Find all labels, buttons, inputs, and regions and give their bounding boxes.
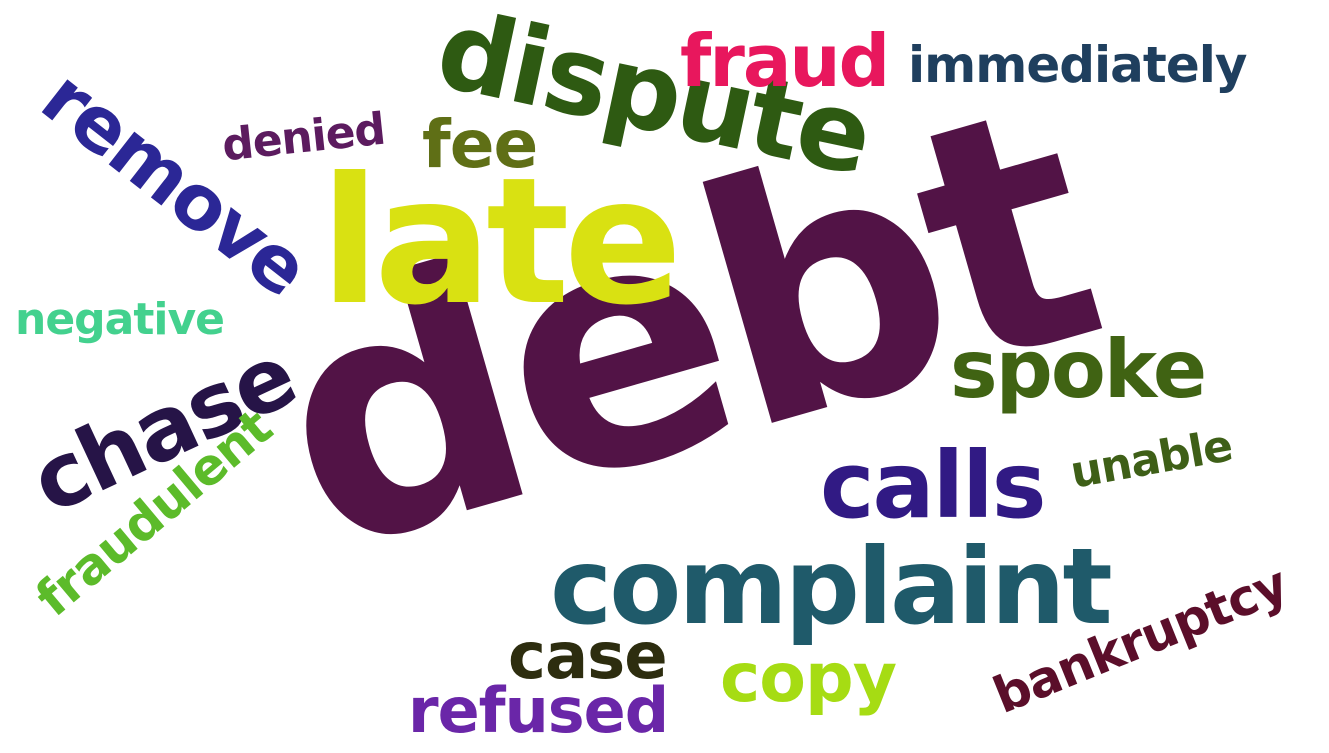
- word-copy: copy: [720, 639, 897, 718]
- word-case: case: [508, 620, 668, 694]
- word-spoke: spoke: [950, 323, 1207, 416]
- word-fee: fee: [422, 106, 538, 183]
- word-fraud: fraud: [680, 19, 890, 103]
- word-calls: calls: [820, 432, 1046, 539]
- word-remove: remove: [25, 52, 325, 313]
- word-complaint: complaint: [550, 526, 1113, 648]
- word-immediately: immediately: [908, 36, 1247, 94]
- word-negative: negative: [15, 294, 225, 345]
- word-late: late: [320, 141, 682, 344]
- word-refused: refused: [408, 674, 669, 747]
- word-unable: unable: [1066, 420, 1236, 499]
